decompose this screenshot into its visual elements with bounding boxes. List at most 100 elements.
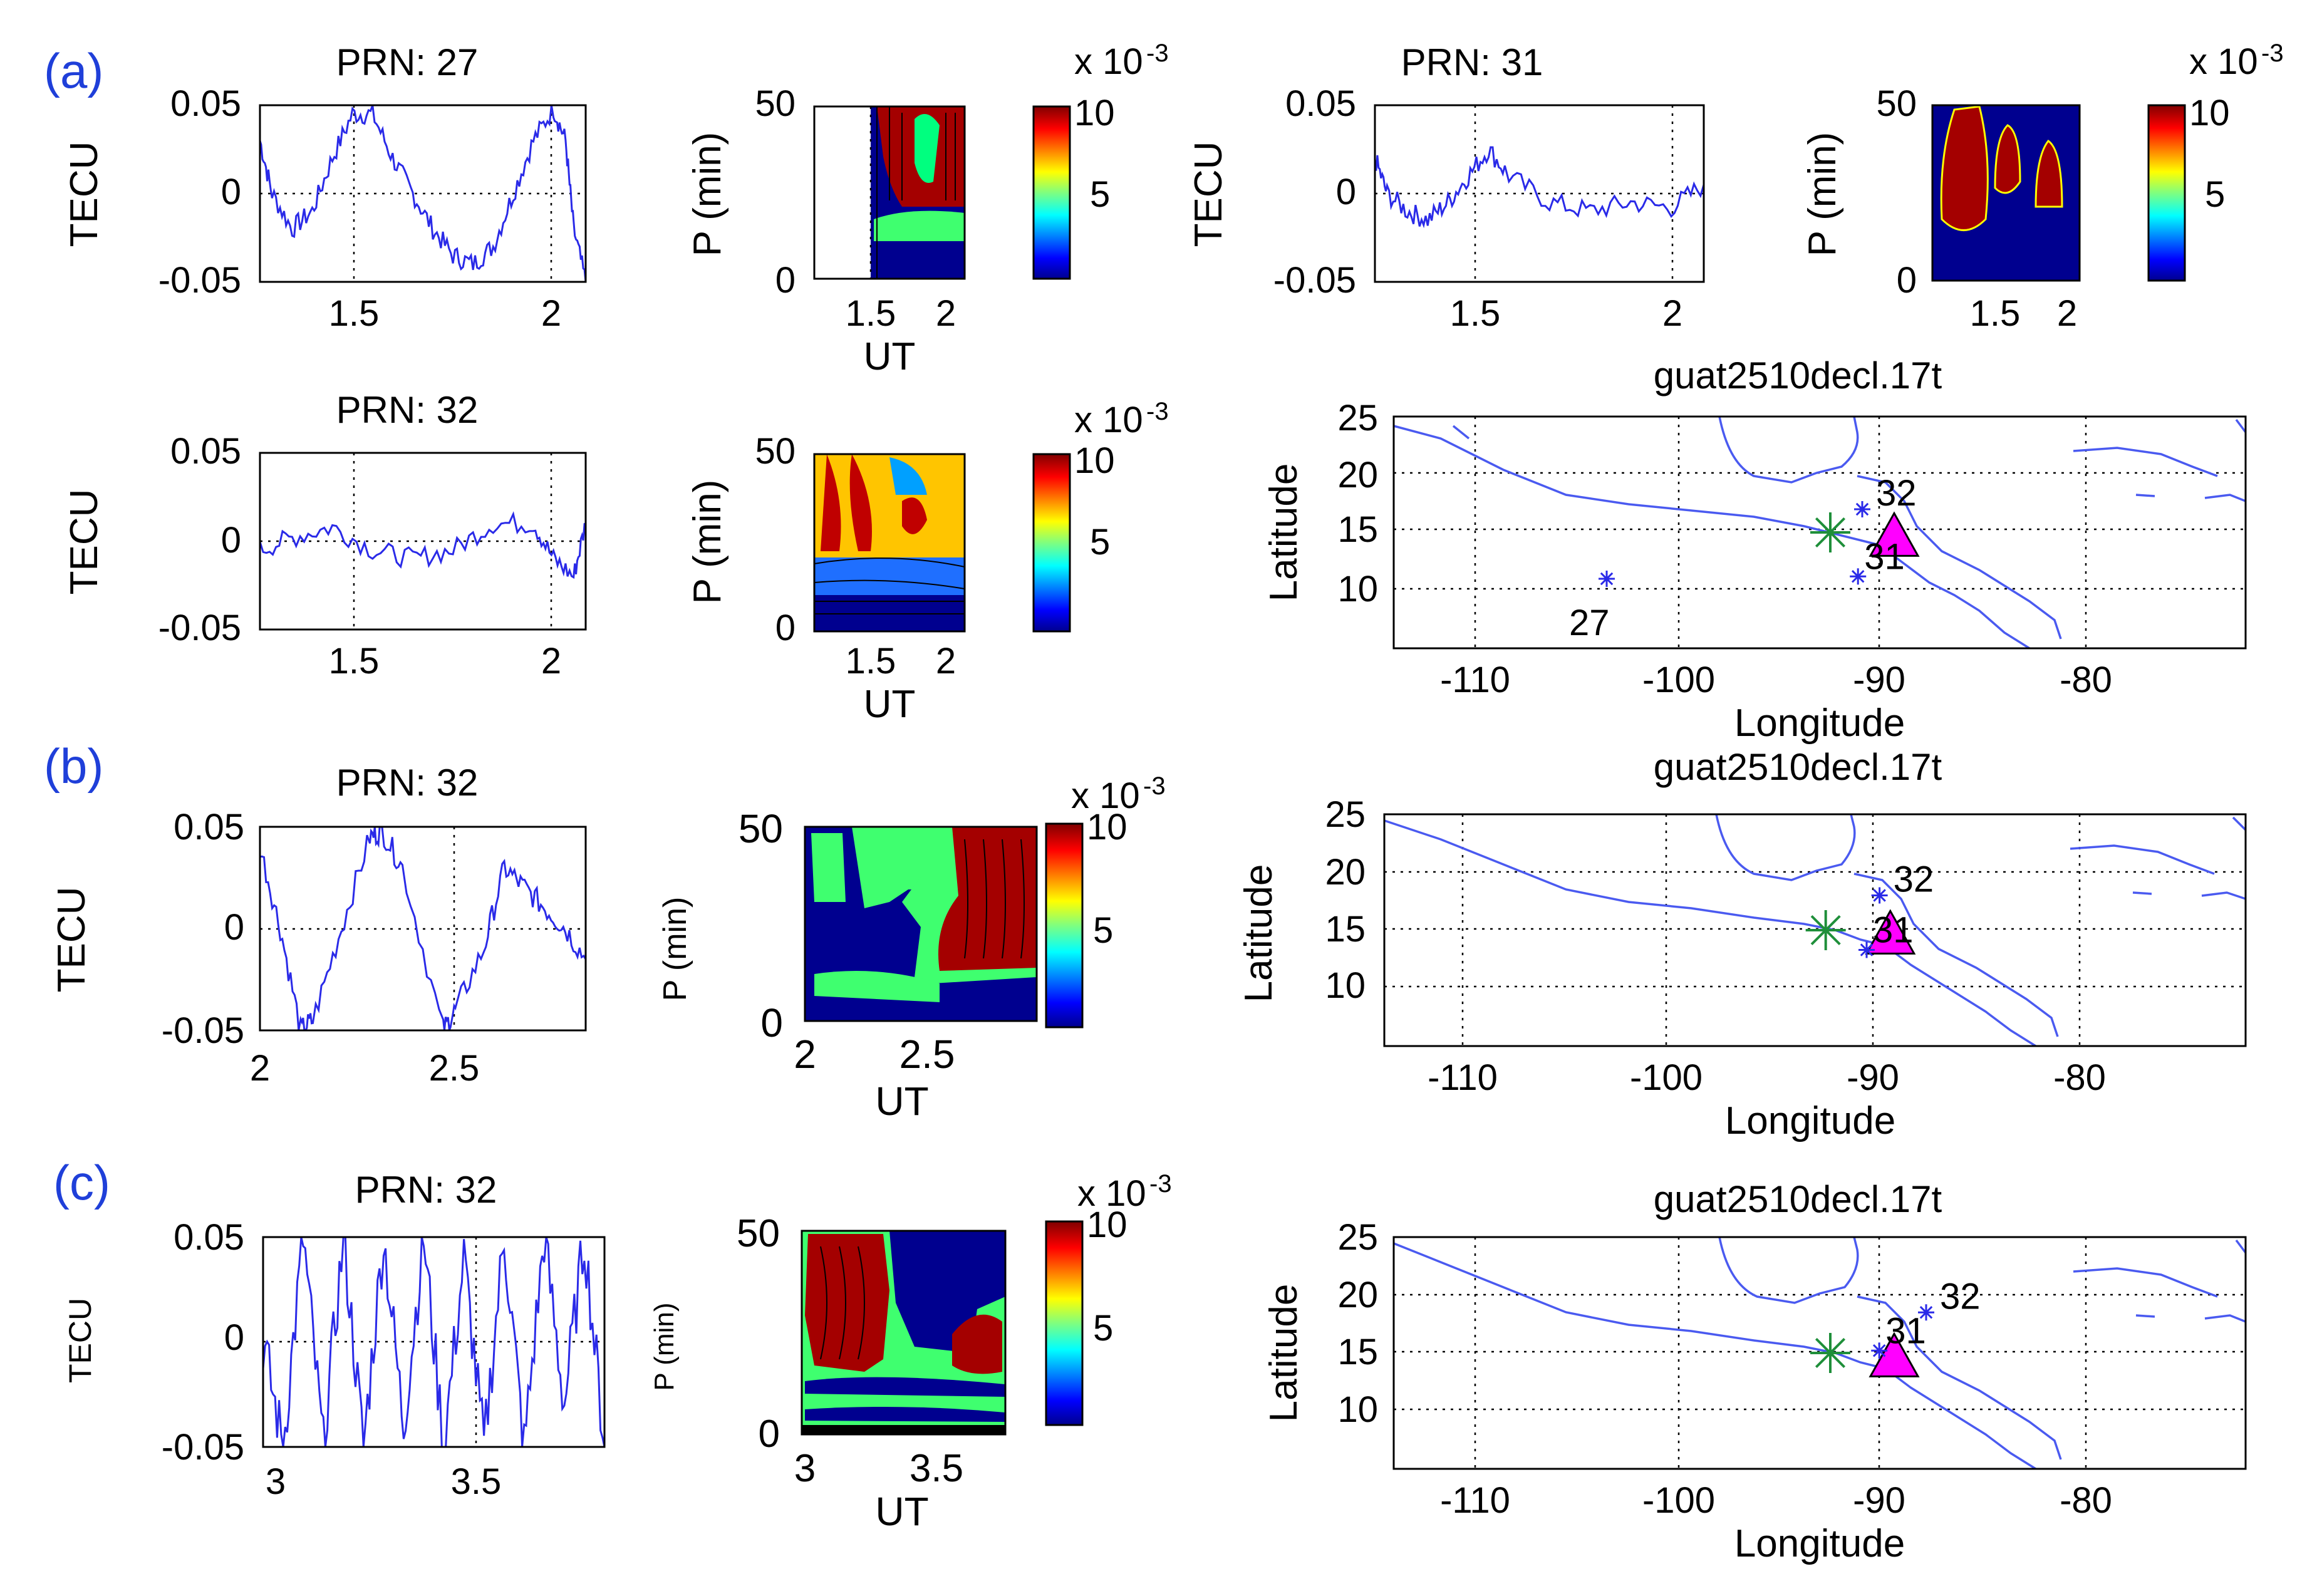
- map-title: guat2510decl.17t: [1654, 355, 1942, 396]
- contour-lines: [814, 557, 965, 614]
- plot-prn32-tecu-b: PRN: 32 TECU 0.05 0 -0.05 2 2.5: [50, 762, 587, 1089]
- spectrogram-prn32-c: P (min) 50 0 3 3.5 UT 10 5 x 10 -3: [649, 1170, 1172, 1534]
- x-axis-label: UT: [864, 683, 916, 726]
- x-tick: 2.5: [899, 1032, 955, 1077]
- y-tick: 0.05: [170, 83, 241, 124]
- y-tick: 25: [1325, 794, 1366, 835]
- panel-label-b: (b): [44, 738, 103, 794]
- x-tick: 2: [250, 1048, 270, 1089]
- power-low-region: [889, 457, 927, 495]
- colorbar-tick: 5: [1090, 522, 1110, 562]
- plot-prn27-tecu: PRN: 27 TECU 0.05 0 -0.05 1.5 2: [63, 41, 587, 334]
- coastline-island: [2135, 1314, 2155, 1318]
- y-tick: -0.05: [158, 608, 241, 648]
- y-tick: 10: [1337, 1389, 1378, 1430]
- y-tick: 0.05: [170, 431, 241, 472]
- x-tick: 3: [794, 1447, 816, 1490]
- x-tick: -80: [2060, 660, 2112, 700]
- panel-label-a: (a): [44, 43, 103, 98]
- satellite-point: 27: [1569, 571, 1615, 643]
- coastline-baja: [1452, 425, 1470, 440]
- plot-prn32-tecu-a: PRN: 32 TECU 0.05 0 -0.05 1.5 2: [63, 389, 587, 681]
- x-tick: 2: [541, 641, 561, 681]
- plot-prn31-tecu: PRN: 31 TECU 0.05 0 -0.05 1.5 2: [1187, 41, 1705, 334]
- tecu-trace: [259, 105, 587, 282]
- map-a: guat2510decl.17t Latitude 25 20 15 10 -1…: [1262, 355, 2247, 745]
- contour-lines: [964, 839, 1025, 959]
- power-mid-region: [811, 833, 846, 902]
- plot-frame: [259, 104, 587, 283]
- y-tick: 0: [224, 907, 244, 948]
- satellite-point: 31: [1871, 1310, 1926, 1359]
- y-tick: 20: [1325, 852, 1366, 893]
- y-tick: 0: [224, 1317, 244, 1358]
- x-tick: 2: [1662, 293, 1682, 334]
- x-tick: 3: [266, 1461, 286, 1502]
- map-title: guat2510decl.17t: [1654, 746, 1942, 788]
- y-tick: 0: [775, 260, 796, 301]
- y-tick: 20: [1337, 455, 1378, 495]
- station-marker: [1869, 1332, 1920, 1377]
- x-tick: 1.5: [846, 641, 896, 681]
- power-high-region: [849, 454, 872, 551]
- power-mid-region: [814, 971, 940, 1002]
- plot-title: PRN: 27: [336, 41, 479, 83]
- colorbar-exponent-base: x 10: [1074, 41, 1143, 82]
- y-tick: 0: [221, 172, 241, 212]
- contour-dense-band: [802, 1425, 1005, 1434]
- power-high-region: [902, 497, 927, 534]
- coastline-cuba: [2073, 447, 2218, 477]
- plot-title: PRN: 32: [336, 389, 479, 431]
- contour-lines: [876, 106, 956, 279]
- colorbar-exponent: -3: [1149, 1170, 1172, 1198]
- y-tick: -0.05: [162, 1427, 244, 1468]
- panel-label-c: (c): [53, 1155, 110, 1210]
- y-tick: 25: [1337, 398, 1378, 438]
- colorbar-tick: 10: [1074, 440, 1115, 481]
- y-axis-label: P (min): [1801, 132, 1844, 257]
- epicenter-marker: [1810, 1333, 1850, 1373]
- plot-title: PRN: 31: [1401, 41, 1543, 83]
- plot-frame: [813, 105, 966, 280]
- station-marker: [1865, 909, 1916, 955]
- satellite-point: 31: [1850, 536, 1905, 585]
- coastline-caribbean: [1857, 1295, 2062, 1460]
- x-tick: 3.5: [910, 1447, 963, 1490]
- colorbar-tick: 10: [1087, 1205, 1127, 1245]
- coastline-island: [2235, 1239, 2247, 1254]
- colorbar: [2147, 104, 2186, 282]
- map-b: guat2510decl.17t Latitude 25 20 15 10 -1…: [1237, 746, 2247, 1143]
- y-tick: -0.05: [1273, 260, 1356, 301]
- power-low-band: [805, 1377, 1005, 1397]
- satellite-label: 32: [1876, 473, 1917, 514]
- y-tick: 10: [1325, 965, 1366, 1006]
- plot-frame: [1374, 104, 1705, 283]
- plot-frame: [259, 452, 587, 631]
- plot-frame: [259, 826, 587, 1032]
- y-axis-label: TECU: [1187, 142, 1230, 247]
- x-tick: 2: [794, 1032, 816, 1077]
- coastline-gulf: [1718, 1236, 1859, 1304]
- coastline-gulf: [1718, 416, 1859, 484]
- power-high-region: [938, 827, 1037, 971]
- y-tick: 15: [1325, 909, 1366, 950]
- spectrogram-prn32-b: P (min) 50 0 2 2.5 UT 10 5 x 10 -3: [657, 772, 1166, 1124]
- x-tick: 1.5: [846, 293, 896, 334]
- coastline-island: [2204, 1314, 2246, 1323]
- coastline-cuba: [2073, 1267, 2218, 1298]
- satellite-label: 32: [1894, 859, 1934, 900]
- power-mid-region: [874, 210, 965, 241]
- y-axis-label: TECU: [63, 1298, 98, 1383]
- y-tick: 0: [1897, 260, 1917, 301]
- x-tick: -100: [1642, 660, 1715, 700]
- x-tick: 2: [541, 293, 561, 334]
- map-title: guat2510decl.17t: [1654, 1178, 1942, 1220]
- colorbar: [1032, 105, 1071, 280]
- colorbar-tick: 10: [1074, 93, 1115, 133]
- x-tick: -100: [1630, 1057, 1703, 1098]
- x-tick: -100: [1642, 1480, 1715, 1521]
- y-tick: 0.05: [174, 807, 244, 847]
- y-tick: -0.05: [158, 260, 241, 301]
- spectrogram-prn31: P (min) 50 0 1.5 2 10 5 x 10 -3: [1801, 39, 2284, 334]
